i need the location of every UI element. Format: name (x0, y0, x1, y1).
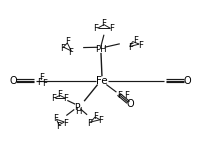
Text: F: F (63, 94, 68, 103)
Text: P: P (74, 103, 80, 112)
Text: F: F (98, 116, 104, 125)
Text: F: F (128, 43, 133, 52)
Text: O: O (127, 99, 134, 109)
Text: F: F (133, 36, 138, 45)
Text: F: F (56, 122, 61, 131)
Text: F: F (37, 78, 42, 87)
Text: F: F (109, 24, 114, 33)
Text: F: F (68, 48, 73, 57)
Text: F: F (93, 24, 99, 33)
Text: PH: PH (95, 45, 107, 54)
Text: F: F (138, 41, 143, 50)
Text: F: F (42, 79, 47, 88)
Text: F: F (53, 114, 58, 123)
Text: F: F (124, 91, 129, 100)
Text: F: F (63, 119, 68, 128)
Text: F: F (39, 72, 44, 82)
Text: F: F (51, 94, 56, 103)
Text: F: F (88, 119, 93, 128)
Text: O: O (183, 76, 191, 86)
Text: Fe: Fe (96, 76, 108, 86)
Text: F: F (60, 44, 65, 53)
Text: F: F (101, 19, 107, 28)
Text: O: O (9, 76, 17, 86)
Text: F: F (93, 112, 99, 121)
Text: F: F (117, 91, 122, 100)
Text: H: H (75, 107, 81, 116)
Text: F: F (57, 90, 62, 99)
Text: F: F (65, 37, 70, 46)
